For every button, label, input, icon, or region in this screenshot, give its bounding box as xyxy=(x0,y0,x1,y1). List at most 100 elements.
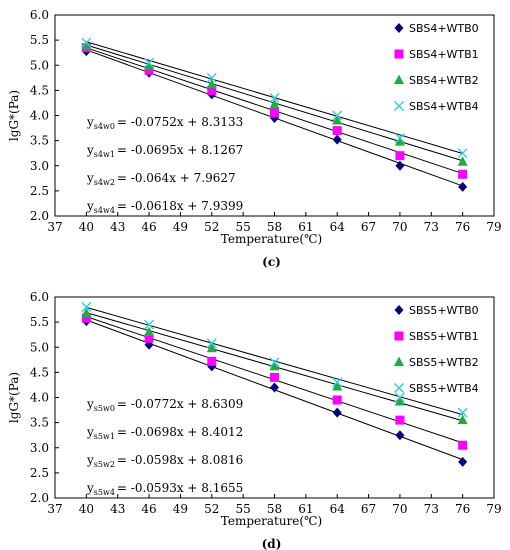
legend-marker-3 xyxy=(394,356,404,366)
x-tick-label: 70 xyxy=(392,220,407,234)
data-point-square xyxy=(81,313,91,323)
equation-rhs: = -0.064x + 7.9627 xyxy=(117,171,236,185)
x-tick-label: 79 xyxy=(486,502,501,516)
x-tick-label: 43 xyxy=(110,502,125,516)
data-point-x-stroke-b xyxy=(81,37,92,48)
data-point-triangle xyxy=(394,396,405,406)
data-point-x xyxy=(457,407,468,418)
x-tick-label: 58 xyxy=(267,502,282,516)
panel-caption: (c) xyxy=(262,255,281,269)
data-point-diamond xyxy=(395,430,405,441)
equation-rhs: = -0.0593x + 8.1655 xyxy=(117,481,243,495)
data-point-x xyxy=(81,302,92,313)
data-point-square xyxy=(458,169,468,179)
x-tick-label: 46 xyxy=(141,502,156,516)
data-point-x xyxy=(332,110,343,121)
data-point-square xyxy=(270,372,279,382)
y-axis-label: lgG*(Pa) xyxy=(7,90,21,141)
legend-marker-3 xyxy=(394,74,404,84)
data-point-triangle xyxy=(332,380,343,391)
data-point-square xyxy=(144,65,154,75)
x-tick-label: 76 xyxy=(455,220,470,234)
x-tick-label: 49 xyxy=(173,502,188,516)
fit-equation-3: ys4w2 = -0.064x + 7.9627 xyxy=(86,171,236,187)
equation-variable: y xyxy=(86,397,94,411)
x-tick-label: 55 xyxy=(236,502,251,516)
x-tick-label: 73 xyxy=(424,220,439,234)
equation-subscript: s4w0 xyxy=(94,122,115,131)
y-tick-label: 4.5 xyxy=(30,365,49,379)
data-point-triangle xyxy=(206,342,217,353)
legend-marker-4 xyxy=(394,383,404,393)
equation-subscript: s4w2 xyxy=(94,178,115,187)
y-tick-label: 2.0 xyxy=(30,209,49,223)
x-tick-label: 46 xyxy=(141,220,156,234)
data-point-x-stroke-b xyxy=(394,392,405,403)
data-point-triangle xyxy=(81,40,92,51)
y-tick-label: 2.0 xyxy=(30,491,49,505)
x-tick-label: 67 xyxy=(361,220,376,234)
y-tick-label: 3.5 xyxy=(30,416,49,430)
equation-subscript: s4w1 xyxy=(94,150,115,159)
legend-entry-3: SBS5+WTB2 xyxy=(409,356,479,369)
legend-marker-1 xyxy=(394,23,404,33)
y-tick-label: 5.0 xyxy=(30,58,49,72)
fit-equation-4: ys4w4 = -0.0618x + 7.9399 xyxy=(86,199,243,215)
equation-subscript: s5w1 xyxy=(94,432,115,441)
data-point-diamond xyxy=(332,134,342,145)
data-point-square xyxy=(270,108,279,118)
data-point-triangle xyxy=(332,115,343,125)
equation-variable: y xyxy=(86,199,94,213)
equation-variable: y xyxy=(86,425,94,439)
legend-entry-2: SBS5+WTB1 xyxy=(409,330,479,343)
legend-marker-4-stroke-b xyxy=(394,101,404,111)
data-point-x-stroke-b xyxy=(269,92,280,103)
equation-rhs: = -0.0618x + 7.9399 xyxy=(117,199,243,213)
fit-equation-3: ys5w2 = -0.0598x + 8.0816 xyxy=(86,453,243,469)
x-tick-label: 73 xyxy=(424,502,439,516)
legend-marker-4 xyxy=(394,101,404,111)
equation-subscript: s5w2 xyxy=(94,460,115,469)
y-axis-label: lgG*(Pa) xyxy=(7,372,21,423)
x-tick-label: 76 xyxy=(455,502,470,516)
data-point-x xyxy=(206,72,217,83)
data-point-square xyxy=(332,126,342,136)
fit-equation-1: ys5w0 = -0.0772x + 8.6309 xyxy=(86,397,243,413)
data-point-diamond xyxy=(332,407,342,418)
data-point-square xyxy=(144,333,154,343)
x-tick-label: 40 xyxy=(79,220,94,234)
x-tick-label: 55 xyxy=(236,220,251,234)
data-point-triangle xyxy=(144,326,155,337)
equation-rhs: = -0.0772x + 8.6309 xyxy=(117,397,243,411)
data-point-x-stroke-b xyxy=(394,133,405,144)
data-point-triangle xyxy=(269,360,280,371)
x-axis-label: Temperature(℃) xyxy=(221,514,322,528)
data-point-x xyxy=(269,357,280,368)
legend-entry-4: SBS4+WTB4 xyxy=(409,100,479,113)
y-tick-label: 5.5 xyxy=(30,315,49,329)
equation-rhs: = -0.0698x + 8.4012 xyxy=(117,425,243,439)
x-tick-label: 61 xyxy=(298,502,313,516)
y-tick-label: 6.0 xyxy=(30,8,49,22)
x-tick-label: 70 xyxy=(392,502,407,516)
x-tick-label: 37 xyxy=(47,502,62,516)
data-point-x-stroke-b xyxy=(457,148,468,159)
data-point-square xyxy=(207,356,217,366)
legend-entry-2: SBS4+WTB1 xyxy=(409,48,479,61)
x-tick-label: 43 xyxy=(110,220,125,234)
chart-panel-2: 2.0 2.5 3.0 3.5 4.0 4.5 5.0 5.5 6.0 37 40 43 46 49 52 5… xyxy=(7,290,502,550)
legend-marker-1 xyxy=(394,305,404,315)
legend-marker-2 xyxy=(394,49,404,59)
data-point-diamond xyxy=(395,160,405,171)
data-point-triangle xyxy=(81,307,92,318)
data-point-x xyxy=(144,319,155,330)
data-point-x xyxy=(457,148,468,159)
x-tick-label: 37 xyxy=(47,220,62,234)
fit-equation-2: ys4w1 = -0.0695x + 8.1267 xyxy=(86,143,243,159)
data-point-triangle xyxy=(457,156,468,166)
data-point-x-stroke-b xyxy=(81,302,92,313)
data-point-x xyxy=(394,133,405,144)
data-point-x-stroke-b xyxy=(332,110,343,121)
equation-rhs: = -0.0695x + 8.1267 xyxy=(117,143,243,157)
